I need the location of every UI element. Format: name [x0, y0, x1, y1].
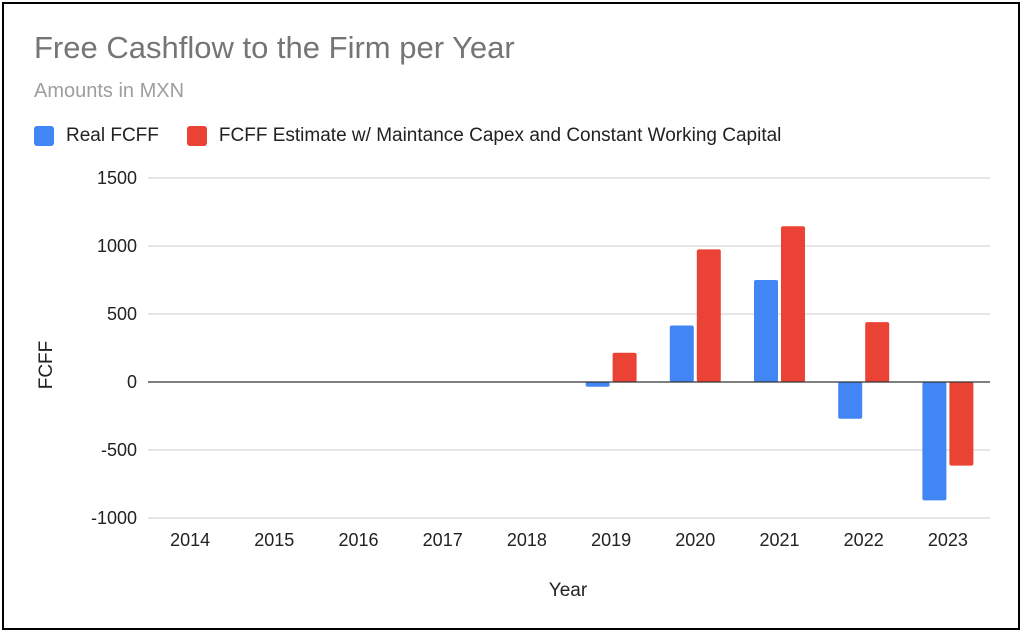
x-tick-label: 2020 [675, 530, 715, 550]
x-tick-label: 2021 [759, 530, 799, 550]
x-tick-label: 2018 [507, 530, 547, 550]
y-axis-title: FCFF [36, 341, 57, 390]
bar-real-fcff [669, 325, 694, 382]
chart-title: Free Cashflow to the Firm per Year [34, 30, 515, 65]
legend-swatch-real-fcff [34, 126, 54, 146]
legend-swatch-fcff-estimate [186, 126, 207, 146]
x-tick-label: 2017 [423, 530, 463, 550]
chart-legend: Real FCFF FCFF Estimate w/ Maintance Cap… [34, 124, 809, 148]
bar-fcff-estimate [865, 322, 890, 382]
x-tick-label: 2019 [591, 530, 631, 550]
x-tick-label: 2016 [338, 530, 378, 550]
bar-fcff-estimate [949, 382, 974, 466]
legend-item-fcff-estimate: FCFF Estimate w/ Maintance Capex and Con… [186, 125, 782, 147]
y-tick-label: 1000 [97, 236, 137, 256]
legend-label-real-fcff: Real FCFF [66, 125, 159, 146]
y-tick-label: -1000 [91, 508, 137, 528]
legend-item-real-fcff: Real FCFF [34, 125, 159, 147]
y-tick-label: 500 [107, 304, 137, 324]
bar-fcff-estimate [696, 249, 721, 382]
x-axis-ticks: 2014 2015 2016 2017 2018 2019 2020 2021 2022 2023 [170, 530, 968, 550]
x-tick-label: 2022 [844, 530, 884, 550]
bars [585, 226, 974, 501]
bar-fcff-estimate [781, 226, 805, 382]
chart-frame [2, 2, 1020, 630]
bar-real-fcff [754, 280, 778, 382]
x-axis-title: Year [549, 580, 588, 601]
y-tick-label: 1500 [97, 168, 137, 188]
x-tick-label: 2015 [254, 530, 294, 550]
bar-real-fcff [838, 382, 863, 419]
bar-fcff-estimate [612, 352, 637, 382]
legend-label-fcff-estimate: FCFF Estimate w/ Maintance Capex and Con… [218, 125, 782, 146]
x-tick-label: 2023 [928, 530, 968, 550]
y-axis-ticks: 1500 1000 500 0 -500 -1000 [91, 168, 137, 528]
bar-real-fcff [585, 382, 610, 387]
y-tick-label: 0 [127, 372, 137, 392]
bar-real-fcff [922, 382, 947, 501]
y-tick-label: -500 [101, 440, 137, 460]
x-tick-label: 2014 [170, 530, 210, 550]
chart-subtitle: Amounts in MXN [34, 80, 185, 102]
gridlines [148, 177, 990, 519]
